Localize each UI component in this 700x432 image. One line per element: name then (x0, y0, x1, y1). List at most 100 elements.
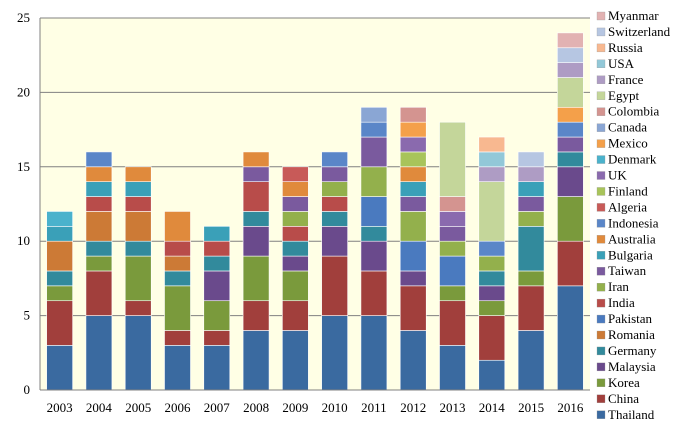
bar-segment-india-2008 (242, 181, 270, 212)
bar-segment-korea-2006 (164, 285, 191, 331)
bar-segment-thailand-2004 (85, 315, 113, 391)
bar-segment-mexico-2012 (399, 121, 427, 138)
legend-label-switzerland: Switzerland (608, 24, 671, 39)
bar-segment-romania-2006 (164, 255, 191, 272)
legend-swatch-india (596, 298, 606, 308)
bar-segment-indonesia-2011 (360, 121, 388, 138)
bar-segment-malaysia-2008 (242, 226, 270, 257)
bar-segment-australia-2008 (242, 151, 270, 168)
legend-swatch-denmark (596, 155, 606, 164)
bar-segment-bulgaria-2012 (399, 181, 427, 197)
bar-segment-korea-2015 (517, 270, 545, 287)
bar-segment-algeria-2009 (282, 166, 309, 182)
bar-segment-china-2006 (164, 330, 191, 346)
legend-label-romania: Romania (608, 327, 655, 342)
legend-swatch-china (596, 394, 606, 403)
x-tick-label: 2010 (322, 400, 348, 415)
legend-swatch-egypt (596, 91, 606, 100)
legend-label-malaysia: Malaysia (608, 359, 656, 374)
bar-segment-iran-2012 (399, 211, 427, 242)
bar-segment-korea-2014 (478, 300, 506, 316)
bar-segment-iran-2010 (321, 181, 348, 197)
bar-segment-korea-2016 (557, 196, 584, 242)
legend-swatch-myanmar (596, 11, 606, 21)
bar-segment-iran-2009 (282, 211, 309, 227)
bar-segment-thailand-2010 (321, 315, 348, 391)
bar-segment-malaysia-2016 (557, 166, 584, 197)
bar-segment-pakistan-2013 (439, 255, 466, 287)
bar-segment-india-2010 (321, 196, 348, 212)
bar-segment-germany-2007 (203, 255, 231, 272)
legend-label-mexico: Mexico (608, 136, 648, 151)
legend-swatch-pakistan (596, 314, 606, 324)
bar-segment-thailand-2008 (242, 330, 270, 391)
legend-swatch-france (596, 75, 606, 84)
bar-segment-malaysia-2009 (282, 255, 309, 272)
bar-segment-thailand-2011 (360, 315, 388, 391)
bar-segment-bulgaria-2015 (517, 181, 545, 197)
bar-segment-germany-2015 (517, 226, 545, 272)
bar-segment-indonesia-2016 (557, 121, 584, 138)
bar-segment-malaysia-2014 (478, 285, 506, 302)
legend-swatch-algeria (596, 203, 606, 212)
bar-segment-korea-2007 (203, 300, 231, 331)
legend-swatch-korea (596, 378, 606, 388)
legend-label-bulgaria: Bulgaria (608, 247, 653, 262)
x-tick-label: 2012 (400, 400, 426, 415)
bar-segment-germany-2004 (85, 240, 113, 257)
bar-segment-germany-2014 (478, 270, 506, 287)
bar-segment-iran-2014 (478, 255, 506, 272)
bar-segment-thailand-2016 (557, 285, 584, 391)
legend-swatch-uk (596, 171, 606, 180)
bar-segment-taiwan-2008 (242, 166, 270, 182)
bar-segment-thailand-2009 (282, 330, 309, 391)
legend-swatch-malaysia (596, 362, 606, 372)
bar-segment-myanmar-2016 (557, 32, 584, 49)
x-tick-label: 2007 (204, 400, 231, 415)
bar-segment-germany-2006 (164, 270, 191, 287)
legend-label-pakistan: Pakistan (608, 311, 653, 326)
bar-segment-australia-2004 (85, 166, 113, 182)
x-tick-label: 2014 (479, 400, 506, 415)
bar-segment-australia-2012 (399, 166, 427, 182)
bar-segment-thailand-2007 (203, 345, 231, 391)
bar-segment-malaysia-2010 (321, 226, 348, 257)
bar-segment-taiwan-2010 (321, 166, 348, 182)
bar-segment-germany-2005 (124, 240, 152, 257)
legend-swatch-germany (596, 346, 606, 356)
bar-segment-thailand-2006 (164, 345, 191, 391)
bar-segment-australia-2006 (164, 211, 191, 242)
legend-swatch-taiwan (596, 267, 606, 276)
x-tick-label: 2006 (165, 400, 192, 415)
bar-segment-france-2016 (557, 62, 584, 78)
legend-label-finland: Finland (608, 183, 648, 198)
bar-segment-bulgaria-2003 (46, 226, 73, 242)
bar-segment-thailand-2012 (399, 330, 427, 391)
bar-segment-china-2013 (439, 300, 466, 346)
bar-segment-australia-2005 (124, 166, 152, 182)
bar-segment-china-2015 (517, 285, 545, 331)
bar-segment-romania-2004 (85, 211, 113, 242)
bar-segment-indonesia-2004 (85, 151, 113, 168)
legend-swatch-colombia (596, 107, 606, 116)
bar-segment-china-2007 (203, 330, 231, 346)
legend-label-australia: Australia (608, 231, 656, 246)
legend-swatch-thailand (596, 410, 606, 419)
legend-label-china: China (608, 391, 639, 406)
legend-label-thailand: Thailand (608, 407, 655, 422)
y-tick-label: 15 (17, 159, 30, 174)
bar-segment-korea-2013 (439, 285, 466, 302)
legend-swatch-iran (596, 282, 606, 292)
bar-segment-china-2012 (399, 285, 427, 331)
bar-segment-taiwan-2009 (282, 196, 309, 212)
bar-segment-thailand-2015 (517, 330, 545, 391)
bar-segment-china-2003 (46, 300, 73, 346)
bar-segment-taiwan-2012 (399, 196, 427, 212)
legend-swatch-finland (596, 187, 606, 196)
legend-label-iran: Iran (608, 279, 629, 294)
bar-segment-france-2015 (517, 166, 545, 182)
bar-segment-switzerland-2016 (557, 47, 584, 63)
plot-area (40, 18, 590, 390)
bar-segment-switzerland-2015 (517, 151, 545, 168)
x-tick-label: 2003 (47, 400, 73, 415)
